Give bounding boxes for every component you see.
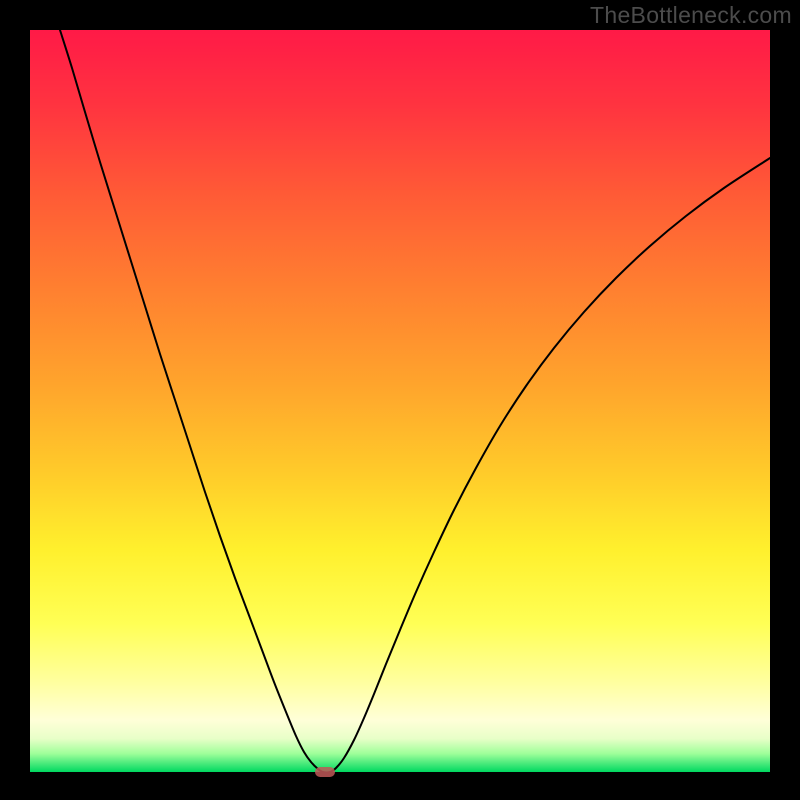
valley-marker — [315, 767, 335, 777]
plot-background — [30, 30, 770, 772]
bottleneck-chart — [0, 0, 800, 800]
chart-container: TheBottleneck.com — [0, 0, 800, 800]
